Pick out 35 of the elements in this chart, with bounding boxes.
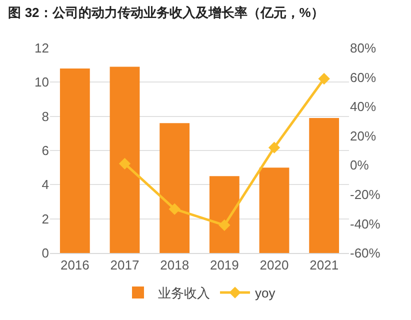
- bar: [160, 123, 190, 253]
- point: [268, 142, 280, 154]
- x-tick-label: 2021: [310, 258, 339, 273]
- y-tick-label: 4: [42, 177, 49, 192]
- point: [218, 219, 230, 232]
- x-tick-label: 2017: [110, 258, 140, 273]
- bar: [209, 176, 240, 253]
- y-tick-label: 6: [42, 143, 49, 158]
- y2-tick-label: 60%: [350, 70, 376, 85]
- bar: [110, 66, 140, 253]
- y2-tick-label: 0%: [350, 158, 370, 173]
- y2-tick-label: -40%: [350, 216, 381, 232]
- chart-title: 图 32：公司的动力传动业务收入及增长率（亿元，%）: [8, 5, 324, 20]
- y2-tick-label: 80%: [350, 40, 376, 56]
- legend-label: yoy: [255, 286, 276, 301]
- y2-tick-label: 40%: [350, 99, 376, 114]
- bar: [309, 118, 340, 253]
- y2-tick-label: 20%: [350, 128, 376, 144]
- y-tick-label: 2: [42, 211, 49, 226]
- bar: [259, 168, 290, 253]
- x-tick-label: 2019: [210, 258, 239, 273]
- y-tick-label: 0: [42, 246, 49, 261]
- y-tick-label: 12: [34, 40, 49, 56]
- y2-tick-label: -60%: [350, 246, 381, 261]
- point: [318, 72, 330, 85]
- y-tick-label: 8: [42, 108, 49, 124]
- point: [118, 158, 131, 170]
- bar: [60, 68, 90, 253]
- y-tick-label: 10: [34, 74, 49, 90]
- y2-tick-label: -20%: [350, 186, 381, 202]
- legend-label: 业务收入: [158, 286, 210, 301]
- x-tick-label: 2020: [260, 258, 289, 273]
- x-tick-label: 2016: [60, 258, 90, 273]
- point: [168, 203, 180, 215]
- x-tick-label: 2018: [160, 258, 190, 273]
